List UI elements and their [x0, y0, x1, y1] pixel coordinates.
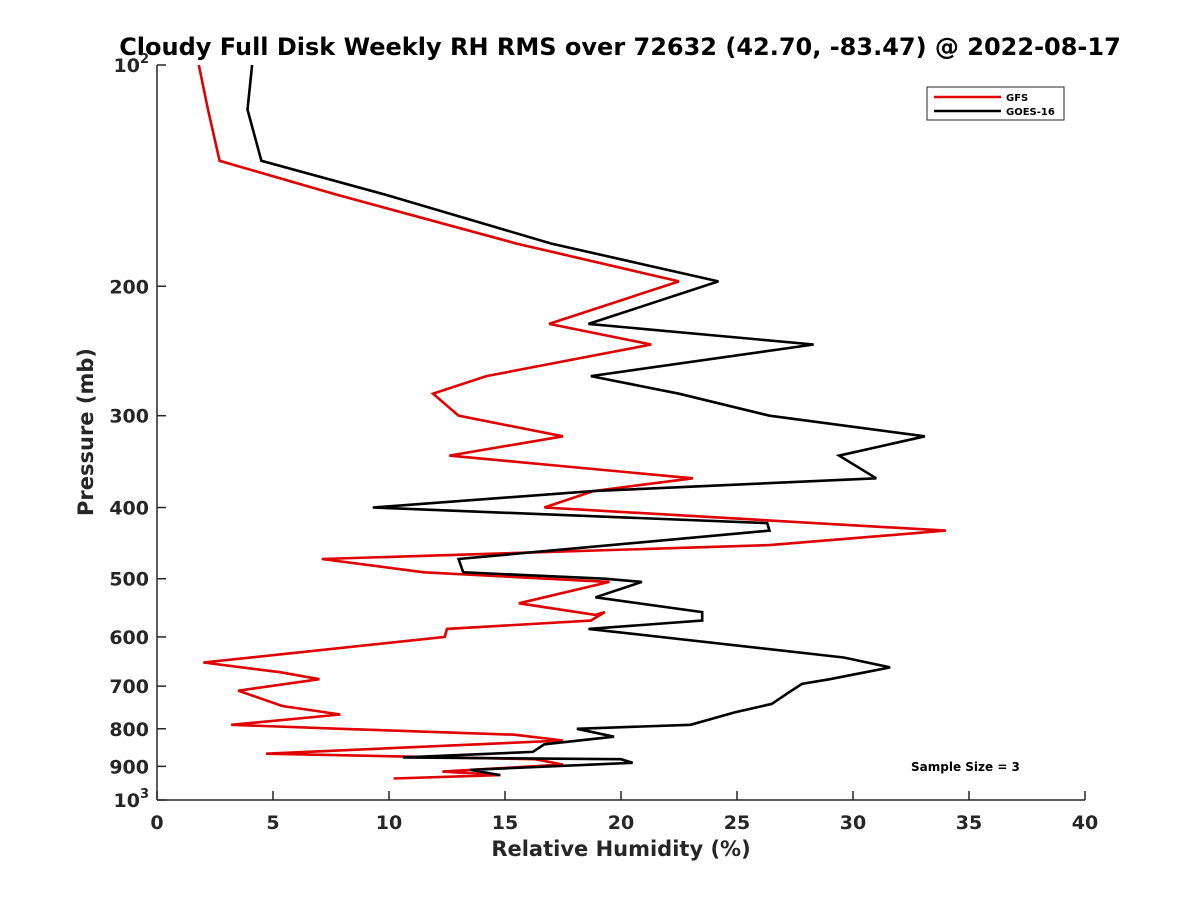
x-tick-label: 25 [724, 812, 750, 834]
sample-size-annotation: Sample Size = 3 [911, 760, 1020, 774]
y-tick-label: 700 [109, 676, 149, 698]
x-tick-label: 35 [956, 812, 982, 834]
x-axis-label: Relative Humidity (%) [491, 837, 750, 861]
series-line-gfs [197, 64, 946, 780]
x-tick-label: 20 [608, 812, 634, 834]
series-line-goes16 [246, 64, 926, 777]
y-axis-label: Pressure (mb) [74, 348, 98, 516]
y-tick-label: 500 [109, 569, 149, 591]
y-tick-label: 200 [109, 276, 149, 298]
chart-title: Cloudy Full Disk Weekly RH RMS over 7263… [119, 33, 1121, 61]
x-tick-label: 0 [150, 812, 163, 834]
x-tick-label: 15 [492, 812, 518, 834]
y-tick-label: 400 [109, 498, 149, 520]
legend: GFS GOES-16 [926, 86, 1065, 121]
y-tick-label: 600 [109, 627, 149, 649]
legend-label-goes16: GOES-16 [1006, 107, 1055, 118]
plot-area: 0 5 10 15 20 25 30 35 40 10220030040050060070080… [109, 52, 1098, 834]
x-ticks: 0 5 10 15 20 25 30 35 40 [150, 791, 1098, 834]
x-tick-label: 40 [1072, 812, 1098, 834]
series-layer [197, 64, 946, 780]
legend-box [926, 86, 1065, 121]
x-tick-label: 10 [376, 812, 402, 834]
x-tick-label: 30 [840, 812, 866, 834]
legend-label-gfs: GFS [1006, 93, 1028, 104]
y-tick-label: 300 [109, 406, 149, 428]
x-tick-label: 5 [266, 812, 279, 834]
y-tick-label: 800 [109, 719, 149, 741]
y-tick-label: 900 [109, 756, 149, 778]
